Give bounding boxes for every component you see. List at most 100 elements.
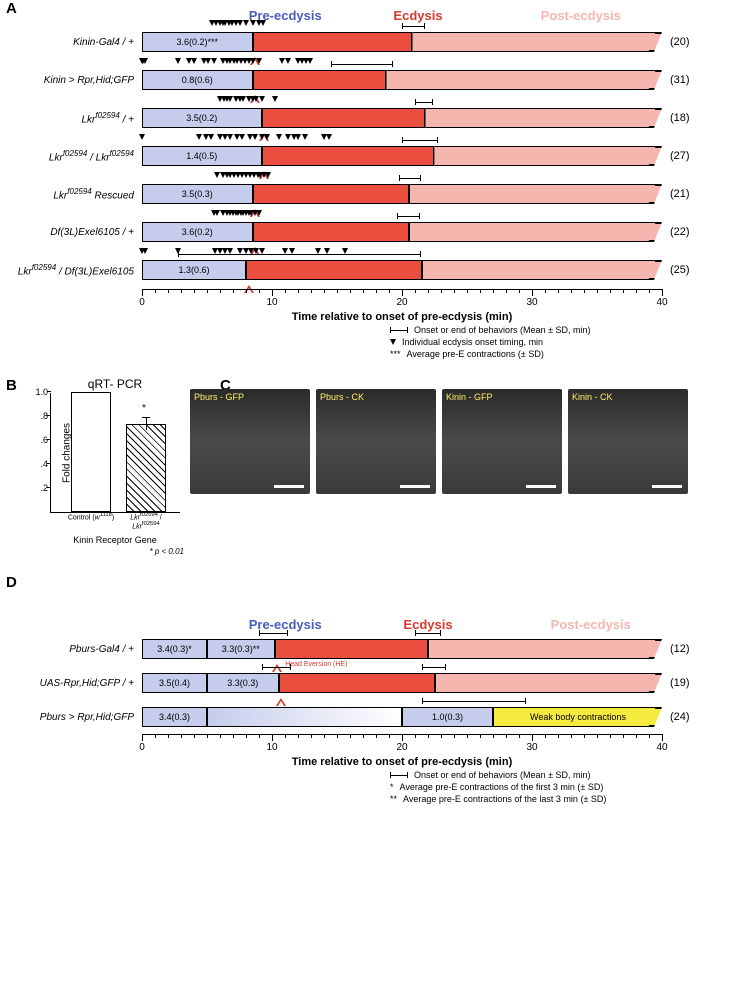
image-caption: Pburs - GFP: [194, 392, 244, 402]
marker-triangle: [326, 134, 332, 140]
tick-label: 30: [526, 297, 537, 308]
tick-label: 40: [656, 297, 667, 308]
timeline-row: UAS-Rpr,Hid;GFP / +3.5(0.4)3.3(0.3)(19): [0, 666, 754, 700]
error-bar: [402, 137, 438, 143]
segment: [246, 260, 422, 280]
bar-label: Control (w1118): [66, 512, 116, 521]
panel-b: qRT- PCR Fold changes Control (w1118)*Lk…: [0, 377, 190, 556]
error-bar: [178, 251, 421, 257]
tick-label: 20: [396, 297, 407, 308]
ytick-label: 1.0: [35, 387, 51, 397]
segment-text: 3.4(0.3)*: [157, 644, 192, 654]
segment: 3.5(0.2): [142, 108, 262, 128]
panel-d: Pre-ecdysis Ecdysis Post-ecdysis Pburs-G…: [0, 617, 754, 804]
contraction-value: 3.6(0.2): [182, 227, 213, 237]
ytick-label: .6: [40, 435, 51, 445]
marker-triangle: [208, 134, 214, 140]
segment: [207, 707, 402, 727]
marker-triangle: [227, 134, 233, 140]
segment-text: 3.3(0.3)**: [222, 644, 260, 654]
track: 3.5(0.4)3.3(0.3): [142, 673, 662, 693]
segment: [428, 639, 662, 659]
segment: [279, 673, 435, 693]
n-value: (18): [662, 112, 704, 124]
row-label: Pburs > Rpr,Hid;GFP: [0, 712, 142, 723]
tick-label: 20: [396, 742, 407, 753]
marker-triangle: [196, 134, 202, 140]
segment: 1.0(0.3): [402, 707, 493, 727]
segment: 1.4(0.5): [142, 146, 262, 166]
segment-text: Weak body contractions: [530, 712, 626, 722]
qrt-title: qRT- PCR: [40, 377, 190, 391]
marker-triangle: [256, 58, 262, 64]
error-bar: [422, 664, 447, 670]
segment: [275, 639, 428, 659]
row-label: Lkrf02594 / Lkrf02594: [0, 149, 142, 163]
marker-triangle: [307, 58, 313, 64]
marker-triangle: [256, 210, 262, 216]
axis-d-title: Time relative to onset of pre-ecdysis (m…: [142, 756, 662, 768]
significance-star: *: [142, 403, 146, 414]
marker-triangle: [239, 134, 245, 140]
track: 3.5(0.2): [142, 108, 662, 128]
bar: [126, 424, 166, 512]
row-label: Kinin > Rpr,Hid;GFP: [0, 75, 142, 86]
segment: [409, 184, 663, 204]
tick-label: 30: [526, 742, 537, 753]
segment: [253, 70, 387, 90]
panel-a: Pre-ecdysis Ecdysis Post-ecdysis Kinin-G…: [0, 8, 754, 359]
marker-triangle: [142, 58, 148, 64]
segment: Weak body contractions: [493, 707, 662, 727]
segment-text: 3.4(0.3): [159, 712, 190, 722]
error-bar: [259, 630, 288, 636]
timeline-row: Kinin-Gal4 / +3.6(0.2)***(20): [0, 23, 754, 61]
segment: 0.8(0.6): [142, 70, 253, 90]
contraction-value: 3.5(0.3): [182, 189, 213, 199]
contraction-value: 3.6(0.2)***: [176, 37, 218, 47]
tick-label: 10: [266, 297, 277, 308]
segment: [425, 108, 662, 128]
marker-triangle: [276, 134, 282, 140]
marker-triangle: [264, 134, 270, 140]
segment: [262, 108, 426, 128]
figure: A Pre-ecdysis Ecdysis Post-ecdysis Kinin…: [0, 0, 754, 816]
row-label: Df(3L)Exel6105 / +: [0, 227, 142, 238]
marker-triangle: [142, 248, 148, 254]
segment: 3.4(0.3)*: [142, 639, 207, 659]
segment: 3.5(0.3): [142, 184, 253, 204]
row-label: Lkrf02594 / Df(3L)Exel6105: [0, 263, 142, 277]
contraction-value: 1.4(0.5): [186, 151, 217, 161]
contraction-value: 3.5(0.2): [186, 113, 217, 123]
segment: 3.3(0.3)**: [207, 639, 275, 659]
track: 3.4(0.3)*3.3(0.3)**Head Eversion (HE): [142, 639, 662, 659]
phase-post-d: Post-ecdysis: [501, 617, 681, 632]
panel-d-label: D: [6, 574, 754, 591]
image-caption: Kinin - GFP: [446, 392, 493, 402]
timeline-row: Kinin > Rpr,Hid;GFP0.8(0.6)(31): [0, 61, 754, 99]
timeline-row: Pburs > Rpr,Hid;GFP 3.4(0.3) 1.0(0.3) Weak …: [0, 700, 754, 734]
scale-bar: [526, 485, 556, 488]
marker-triangle: [295, 134, 301, 140]
track: 3.6(0.2): [142, 222, 662, 242]
track: 3.5(0.3): [142, 184, 662, 204]
row-label: UAS-Rpr,Hid;GFP / +: [0, 678, 142, 689]
segment-text: 1.0(0.3): [432, 712, 463, 722]
image-caption: Pburs - CK: [320, 392, 364, 402]
n-value: (21): [662, 188, 704, 200]
ytick-label: .2: [40, 483, 51, 493]
timeline-row: Lkrf02594 / + 3.5(0.2) (18): [0, 99, 754, 137]
marker-triangle: [250, 20, 256, 26]
timeline-row: Lkrf02594 / Lkrf02594 1.4(0.5) (27): [0, 137, 754, 175]
track: 3.4(0.3) 1.0(0.3) Weak body contractions: [142, 707, 662, 727]
row-label: Lkrf02594 / +: [0, 111, 142, 125]
legend-a: Onset or end of behaviors (Mean ± SD, mi…: [390, 325, 754, 359]
tick-label: 0: [139, 297, 145, 308]
segment: [262, 146, 435, 166]
segment: [253, 184, 409, 204]
phase-header-d: Pre-ecdysis Ecdysis Post-ecdysis: [0, 617, 754, 632]
scale-bar: [652, 485, 682, 488]
marker-triangle: [259, 96, 265, 102]
marker-triangle: [252, 134, 258, 140]
n-value: (27): [662, 150, 704, 162]
segment-text: 3.3(0.3): [227, 678, 258, 688]
